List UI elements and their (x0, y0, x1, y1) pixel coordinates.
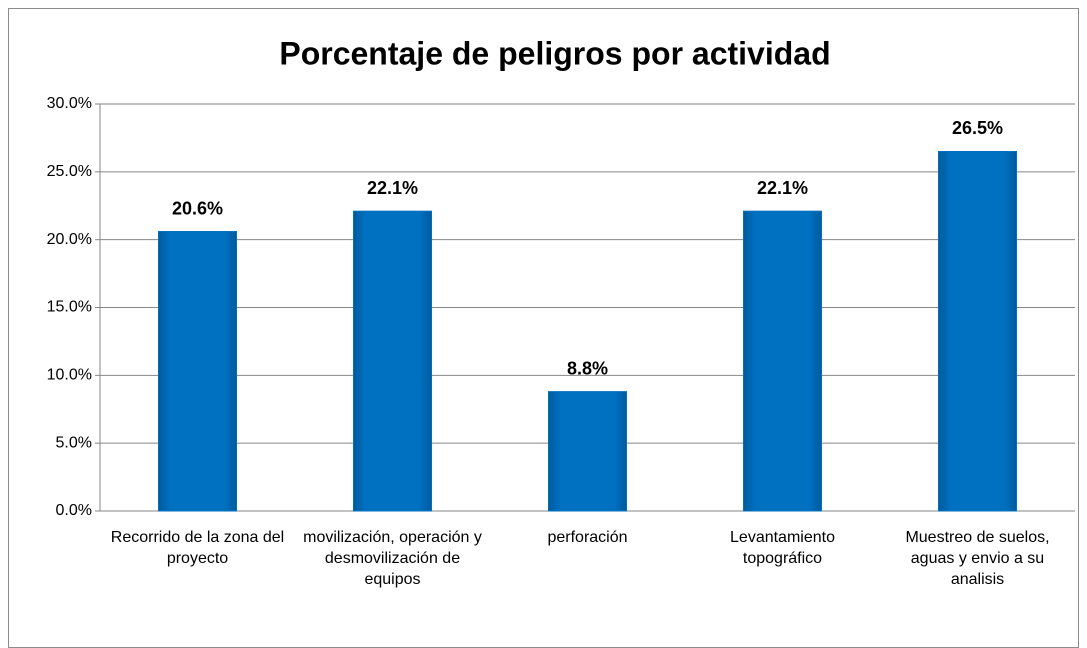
y-tick-label: 10.0% (47, 367, 92, 384)
data-label: 20.6% (172, 198, 223, 218)
bar (548, 391, 627, 512)
y-tick-label: 5.0% (56, 434, 92, 451)
x-tick-label: perforación (547, 529, 628, 546)
bar (158, 231, 237, 512)
x-tick-label: Levantamiento topográfico (730, 529, 835, 567)
x-tick-label: Recorrido de la zona del proyecto (110, 529, 285, 567)
y-tick-label: 20.0% (47, 231, 92, 248)
y-tick-label: 25.0% (47, 163, 92, 180)
y-tick-label: 15.0% (47, 299, 92, 316)
x-tick-label: movilización, operación y desmovilizació… (303, 529, 482, 588)
x-tick-label: Muestreo de suelos, aguas y envio a su a… (905, 529, 1050, 588)
data-label: 22.1% (757, 178, 808, 198)
bar (743, 210, 822, 512)
y-tick-label: 30.0% (47, 95, 92, 112)
chart-title: Porcentaje de peligros por actividad (279, 35, 830, 71)
data-label: 26.5% (952, 118, 1003, 138)
data-label: 22.1% (367, 178, 418, 198)
data-label: 8.8% (567, 358, 608, 378)
y-tick-label: 0.0% (56, 502, 92, 519)
bar (353, 210, 432, 512)
bar (938, 150, 1017, 512)
